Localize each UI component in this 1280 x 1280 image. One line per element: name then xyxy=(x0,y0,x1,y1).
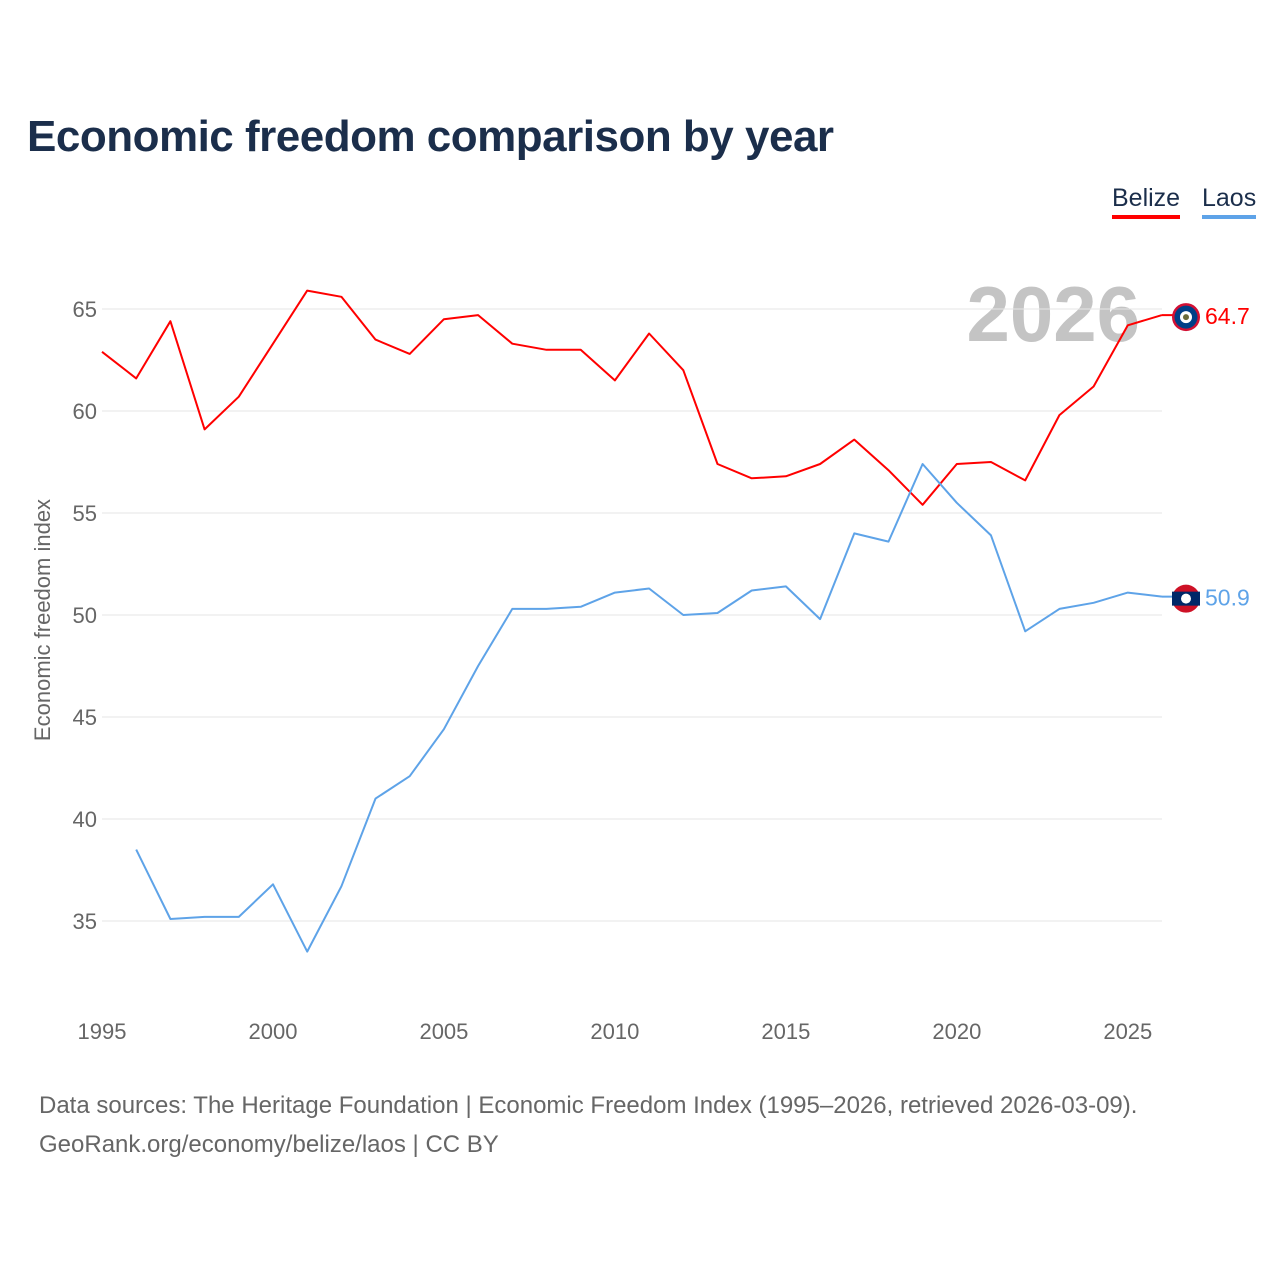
series-line-laos xyxy=(135,463,1163,953)
x-tick-label: 2025 xyxy=(1103,1019,1152,1044)
y-tick-label: 50 xyxy=(73,603,97,628)
legend-item-belize[interactable]: Belize xyxy=(1112,184,1181,219)
y-tick-label: 60 xyxy=(73,399,97,424)
attribution-text: GeoRank.org/economy/belize/laos | CC BY xyxy=(39,1131,499,1158)
end-value-label-belize: 64.7 xyxy=(1205,303,1250,329)
y-tick-label: 35 xyxy=(73,909,97,934)
y-tick-label: 45 xyxy=(73,705,97,730)
y-tick-label: 55 xyxy=(73,501,97,526)
footer: Data sources: The Heritage Foundation | … xyxy=(39,1086,1137,1164)
x-tick-label: 2000 xyxy=(248,1019,297,1044)
year-watermark: 2026 xyxy=(966,270,1140,358)
data-source-text: Data sources: The Heritage Foundation | … xyxy=(39,1092,1138,1119)
series-line-belize xyxy=(101,289,1163,506)
x-tick-label: 1995 xyxy=(78,1019,127,1044)
x-tick-label: 2015 xyxy=(761,1019,810,1044)
belize-flag-icon-emblem-center xyxy=(1183,314,1189,321)
end-value-label-laos: 50.9 xyxy=(1205,585,1250,611)
x-tick-label: 2005 xyxy=(419,1019,468,1044)
y-axis-label: Economic freedom index xyxy=(30,499,55,741)
laos-flag-icon-disc xyxy=(1181,593,1191,604)
y-tick-label: 40 xyxy=(73,807,97,832)
x-tick-label: 2020 xyxy=(932,1019,981,1044)
chart-title: Economic freedom comparison by year xyxy=(27,112,834,161)
y-tick-label: 65 xyxy=(73,297,97,322)
x-tick-label: 2010 xyxy=(590,1019,639,1044)
legend-item-laos[interactable]: Laos xyxy=(1202,184,1257,219)
